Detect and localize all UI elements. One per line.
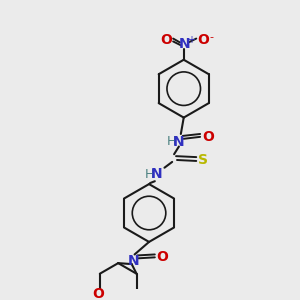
Text: S: S (198, 153, 208, 167)
Text: N: N (179, 37, 190, 51)
Text: O: O (92, 287, 104, 300)
Text: O: O (157, 250, 169, 264)
Text: N: N (128, 254, 140, 268)
Text: H: H (167, 135, 176, 148)
Text: O: O (197, 34, 209, 47)
Text: H: H (144, 168, 154, 181)
Text: O: O (160, 34, 172, 47)
Text: -: - (210, 32, 214, 42)
Text: N: N (151, 167, 163, 182)
Text: O: O (202, 130, 214, 144)
Text: N: N (173, 135, 185, 149)
Text: +: + (188, 34, 195, 44)
